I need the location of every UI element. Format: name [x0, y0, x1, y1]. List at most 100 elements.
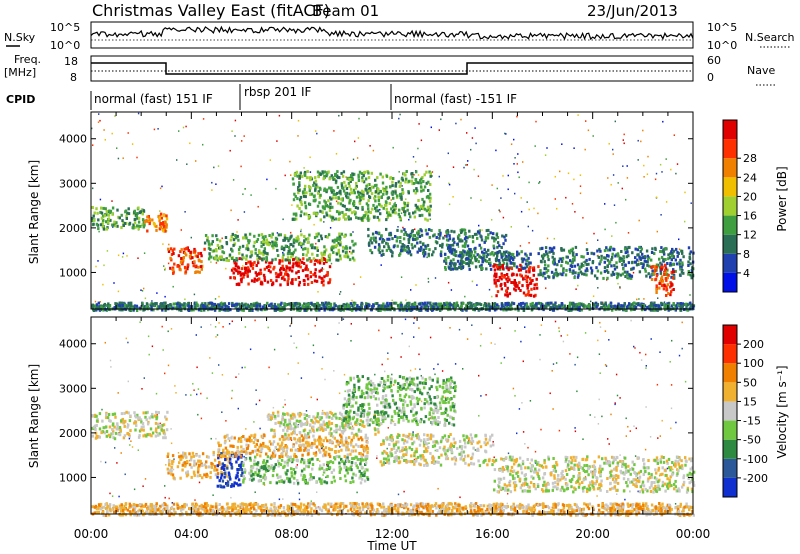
- echo-speck: [554, 175, 556, 178]
- echo-speck: [136, 156, 138, 159]
- echo-speck: [376, 457, 378, 459]
- echo-speck: [351, 299, 353, 302]
- echo-speck: [408, 218, 410, 221]
- echo-speck: [558, 330, 560, 333]
- echo-speck: [97, 260, 99, 262]
- echo-speck: [198, 481, 201, 484]
- echo-speck: [638, 260, 640, 263]
- echo-speck: [459, 496, 461, 499]
- echo-speck: [342, 509, 344, 511]
- echo-speck: [398, 171, 400, 173]
- echo-speck: [649, 436, 652, 438]
- echo-speck: [111, 200, 113, 202]
- echo-speck: [617, 182, 619, 184]
- echo-speck: [173, 458, 175, 460]
- echo-speck: [533, 207, 535, 210]
- echo-speck: [640, 140, 642, 143]
- echo-speck: [287, 373, 289, 375]
- echo-speck: [579, 185, 582, 187]
- echo-speck: [412, 156, 415, 158]
- echo-speck: [429, 336, 432, 339]
- echo-speck: [473, 168, 475, 171]
- echo-speck: [339, 291, 342, 293]
- echo-speck: [639, 351, 641, 354]
- echo-speck: [387, 427, 389, 429]
- colorbar-tick-label: 15: [743, 395, 757, 408]
- echo-speck: [412, 431, 414, 433]
- echo-speck: [170, 428, 172, 430]
- echo-speck: [297, 135, 299, 137]
- echo-speck: [549, 392, 551, 395]
- echo-speck: [172, 285, 174, 288]
- x-tick-label: 00:00: [74, 527, 109, 541]
- echo-speck: [594, 416, 596, 418]
- echo-speck: [431, 175, 433, 177]
- echo-speck: [420, 375, 422, 377]
- echo-speck: [427, 281, 430, 283]
- echo-speck: [669, 361, 671, 363]
- echo-speck: [665, 201, 668, 203]
- echo-speck: [168, 497, 170, 500]
- echo-speck: [234, 135, 236, 137]
- echo-speck: [558, 327, 560, 329]
- echo-speck: [474, 449, 477, 451]
- echo-speck: [635, 427, 637, 430]
- echo-speck: [240, 165, 242, 168]
- echo-speck: [164, 372, 166, 375]
- echo-speck: [599, 372, 601, 374]
- echo-speck: [338, 322, 340, 324]
- echo-speck: [159, 210, 161, 212]
- echo-speck: [380, 264, 382, 266]
- echo-speck: [241, 140, 243, 142]
- colorbar-tick-label: -100: [743, 453, 768, 466]
- echo-speck: [401, 185, 403, 187]
- echo-speck: [534, 145, 536, 147]
- colorbar-tick-label: -15: [743, 415, 761, 428]
- echo-speck: [684, 191, 686, 194]
- echo-speck: [390, 336, 392, 339]
- echo-speck: [607, 438, 609, 440]
- echo-speck: [615, 221, 617, 224]
- power-panel: 1000 2000 3000 4000 Slant Range [km] 4 8 12 16…: [27, 111, 789, 312]
- echo-speck: [551, 370, 553, 372]
- echo-feature: [379, 432, 495, 468]
- echo-speck: [415, 161, 417, 163]
- echo-speck: [576, 390, 578, 393]
- echo-speck: [643, 298, 645, 300]
- echo-speck: [607, 177, 609, 179]
- echo-speck: [444, 396, 446, 399]
- echo-speck: [660, 214, 662, 216]
- echo-speck: [528, 242, 530, 244]
- echo-speck: [579, 174, 582, 176]
- echo-speck: [321, 267, 323, 269]
- echo-speck: [419, 368, 421, 371]
- echo-speck: [210, 323, 212, 326]
- echo-speck: [410, 289, 412, 291]
- echo-speck: [272, 406, 275, 409]
- echo-speck: [114, 115, 116, 117]
- echo-speck: [197, 388, 200, 390]
- echo-speck: [655, 172, 658, 175]
- echo-speck: [357, 137, 360, 139]
- echo-speck: [626, 177, 629, 179]
- echo-speck: [517, 171, 519, 174]
- echo-speck: [458, 328, 461, 331]
- echo-speck: [573, 147, 575, 149]
- echo-speck: [645, 367, 647, 369]
- echo-speck: [296, 433, 298, 436]
- echo-speck: [604, 228, 606, 231]
- echo-speck: [521, 402, 523, 404]
- echo-speck: [305, 410, 308, 412]
- echo-speck: [656, 383, 659, 386]
- echo-speck: [176, 159, 178, 161]
- echo-speck: [554, 320, 557, 323]
- echo-speck: [405, 299, 407, 301]
- echo-speck: [391, 299, 393, 302]
- echo-speck: [627, 232, 630, 234]
- echo-speck: [103, 129, 105, 131]
- echo-speck: [528, 208, 530, 211]
- echo-speck: [184, 211, 186, 213]
- echo-speck: [415, 284, 417, 286]
- echo-speck: [637, 490, 639, 493]
- echo-speck: [116, 462, 118, 464]
